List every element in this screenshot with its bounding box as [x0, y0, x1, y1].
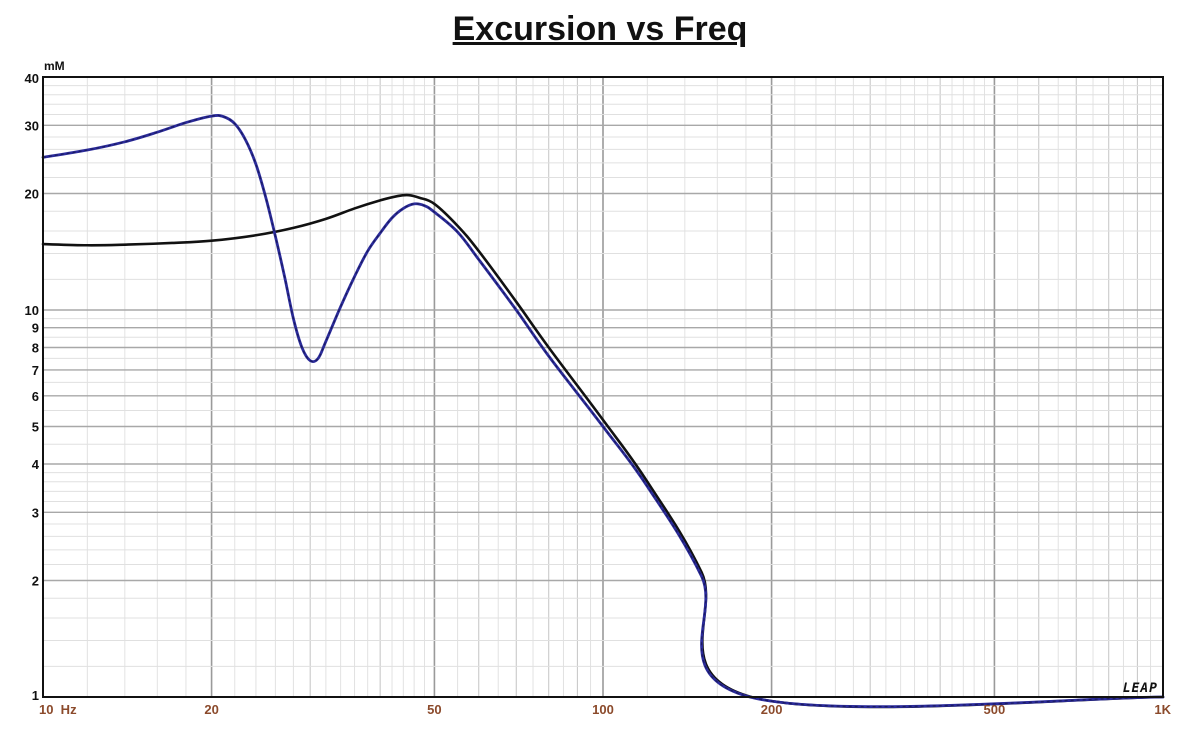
- leap-logo: LEAP: [1123, 681, 1158, 696]
- x-tick-label: 200: [761, 702, 783, 717]
- y-tick-label: 7: [32, 363, 39, 378]
- series-line-black: [41, 193, 1165, 709]
- x-tick-label: 500: [984, 702, 1006, 717]
- y-tick-label: 20: [25, 187, 39, 202]
- series-line-blue-dash: [42, 114, 1164, 708]
- y-tick-label: 9: [32, 321, 39, 336]
- y-tick-label: 3: [32, 505, 39, 520]
- x-tick-labels: 10 Hz 20 50 100 200 500 1K: [39, 702, 1172, 717]
- x-tick-label: 10 Hz: [39, 702, 77, 717]
- y-tick-label: 5: [32, 420, 39, 435]
- grid-lines: [43, 77, 1163, 697]
- plot-frame: [42, 76, 1164, 698]
- y-tick-label: 4: [32, 457, 40, 472]
- x-tick-label: 50: [427, 702, 441, 717]
- y-tick-label: 6: [32, 389, 39, 404]
- x-tick-label: 100: [592, 702, 614, 717]
- y-tick-labels: 1 2 3 4 5 6 7 8 9 10 20 30 40: [25, 71, 40, 703]
- y-tick-label: 10: [25, 303, 39, 318]
- series-layer: [41, 114, 1165, 709]
- y-tick-label: 40: [25, 71, 39, 86]
- x-tick-label: 1K: [1154, 702, 1171, 717]
- y-tick-label: 1: [32, 688, 39, 703]
- x-tick-label: 20: [204, 702, 218, 717]
- y-tick-label: 2: [32, 574, 39, 589]
- chart-title: Excursion vs Freq: [452, 10, 748, 48]
- y-tick-label: 30: [25, 118, 39, 133]
- y-tick-label: 8: [32, 341, 39, 356]
- y-unit-label: mM: [44, 59, 65, 73]
